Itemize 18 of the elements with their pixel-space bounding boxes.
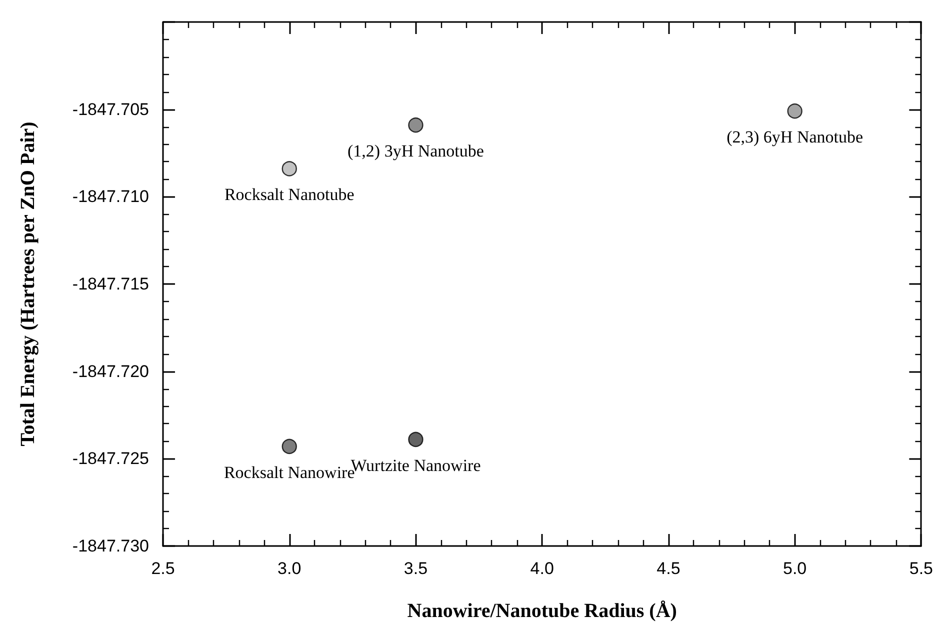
y-axis-title: Total Energy (Hartrees per ZnO Pair) bbox=[17, 122, 39, 446]
y-tick-label: -1847.705 bbox=[72, 100, 149, 119]
y-tick-label: -1847.725 bbox=[72, 449, 149, 468]
x-tick-label: 4.0 bbox=[530, 559, 554, 578]
x-tick-label: 5.5 bbox=[909, 559, 934, 578]
x-tick-label: 4.5 bbox=[656, 559, 680, 578]
x-tick-label: 3.0 bbox=[278, 559, 302, 578]
x-axis-title: Nanowire/Nanotube Radius (Å) bbox=[407, 600, 677, 622]
y-tick-label: -1847.715 bbox=[72, 274, 149, 294]
y-tick-label: -1847.730 bbox=[72, 536, 149, 556]
x-tick-label: 5.0 bbox=[783, 559, 807, 578]
x-tick-label: 2.5 bbox=[151, 559, 175, 578]
annotation: Rocksalt Nanotube bbox=[224, 185, 354, 204]
annotation: (2,3) 6yH Nanotube bbox=[726, 128, 864, 147]
y-tick-label: -1847.720 bbox=[72, 362, 149, 381]
annotation: (1,2) 3yH Nanotube bbox=[348, 142, 484, 161]
y-tick-label: -1847.710 bbox=[72, 187, 149, 206]
x-tick-label: 3.5 bbox=[404, 559, 428, 578]
